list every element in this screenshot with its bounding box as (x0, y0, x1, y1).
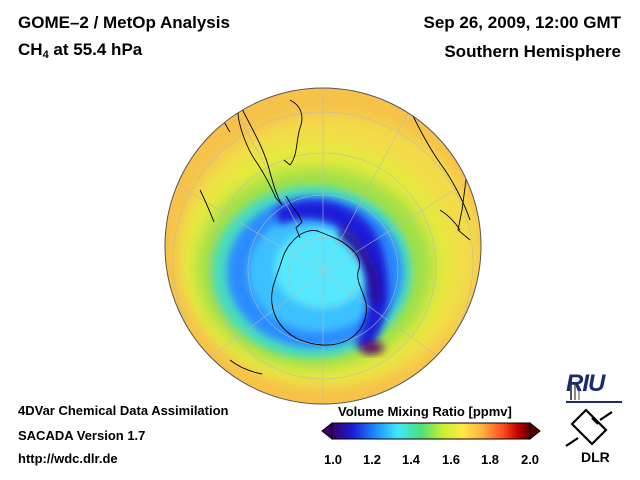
colorbar-ramp (331, 422, 531, 440)
colorbar-low-arrow (321, 421, 333, 441)
source-url[interactable]: http://wdc.dlr.de (18, 451, 118, 466)
dlr-logo-icon (565, 408, 613, 447)
colorbar (321, 421, 541, 441)
datetime-label: Sep 26, 2009, 12:00 GMT (423, 13, 622, 32)
dlr-logo-text: DLR (581, 449, 610, 465)
colorbar-tick: 1.4 (401, 452, 421, 467)
map-title: GOME–2 / MetOp Analysis (18, 13, 230, 32)
pressure-level: at 55.4 hPa (48, 40, 143, 59)
method-label: 4DVar Chemical Data Assimilation (18, 403, 229, 418)
region-label: Southern Hemisphere (444, 42, 621, 61)
colorbar-title: Volume Mixing Ratio [ppmv] (338, 404, 512, 419)
colorbar-tick: 1.0 (323, 452, 343, 467)
colorbar-tick: 1.8 (480, 452, 500, 467)
species-name: CH (18, 40, 43, 59)
version-label: SACADA Version 1.7 (18, 428, 146, 443)
colorbar-tick: 2.0 (520, 452, 540, 467)
species-level-label: CH4 at 55.4 hPa (18, 40, 142, 61)
globe-field (165, 88, 481, 404)
colorbar-tick: 1.2 (362, 452, 382, 467)
riu-logo-icon (566, 380, 622, 403)
colorbar-tick: 1.6 (441, 452, 461, 467)
species-subscript: 4 (42, 49, 49, 61)
globe-outline (164, 87, 482, 405)
riu-logo-text: RIU (566, 370, 605, 397)
colorbar-high-arrow (529, 421, 541, 441)
